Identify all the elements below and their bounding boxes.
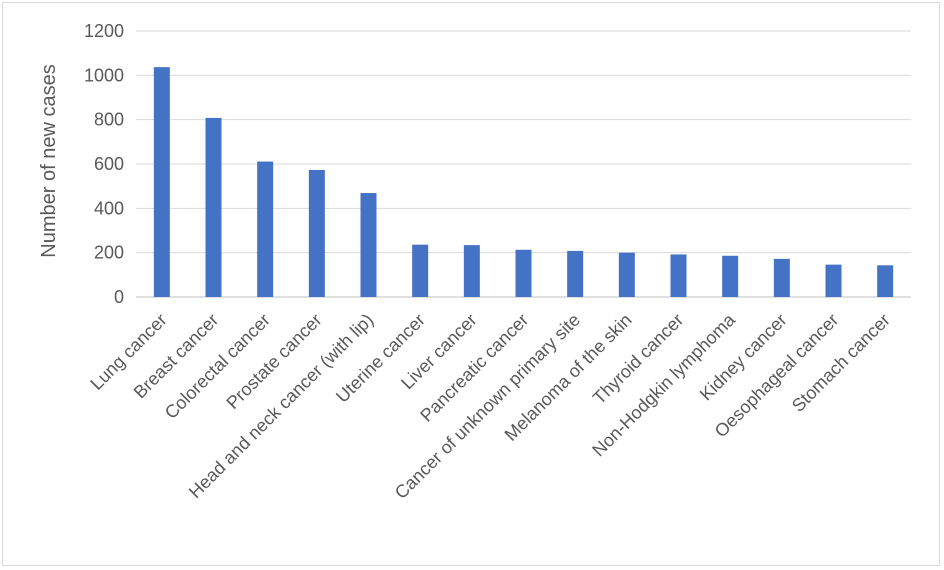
bar bbox=[722, 255, 739, 297]
bar bbox=[257, 161, 274, 297]
x-tick-label: Head and neck cancer (with lip) bbox=[185, 310, 377, 502]
bar bbox=[360, 193, 377, 297]
bar bbox=[567, 250, 584, 297]
y-tick-label: 0 bbox=[114, 287, 124, 307]
y-tick-label: 800 bbox=[94, 110, 124, 130]
bar bbox=[877, 265, 894, 297]
bar bbox=[412, 244, 429, 297]
y-tick-label: 600 bbox=[94, 154, 124, 174]
bar bbox=[618, 252, 635, 297]
bar bbox=[308, 169, 325, 297]
bar bbox=[153, 67, 170, 297]
bar bbox=[825, 264, 842, 297]
y-tick-label: 200 bbox=[94, 243, 124, 263]
bars bbox=[153, 67, 894, 297]
bar-chart: 0 200 400 600 800 1000 1200 Lung cancerBreast … bbox=[38, 21, 911, 503]
y-axis-ticks: 0 200 400 600 800 1000 1200 bbox=[84, 21, 124, 307]
x-tick-label: Stomach cancer bbox=[788, 310, 894, 416]
bar bbox=[205, 117, 222, 297]
y-tick-label: 1200 bbox=[84, 21, 124, 41]
x-tick-label: Uterine cancer bbox=[332, 310, 429, 407]
y-tick-label: 1000 bbox=[84, 65, 124, 85]
bar bbox=[773, 258, 790, 297]
bar bbox=[515, 249, 532, 297]
y-tick-label: 400 bbox=[94, 198, 124, 218]
x-tick-label: Cancer of unknown primary site bbox=[391, 310, 584, 503]
bar bbox=[463, 245, 480, 297]
x-tick-label: Thyroid cancer bbox=[589, 310, 687, 408]
y-axis-title: Number of new cases bbox=[38, 64, 60, 257]
bar bbox=[670, 254, 687, 297]
